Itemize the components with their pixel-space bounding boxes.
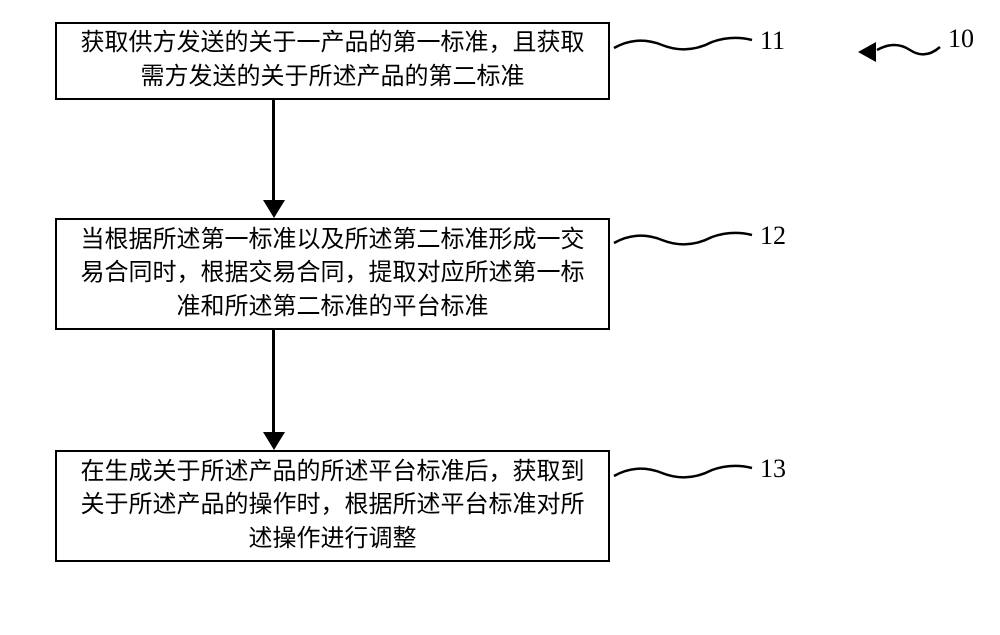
flowchart-step-1: 获取供方发送的关于一产品的第一标准，且获取需方发送的关于所述产品的第二标准: [55, 22, 610, 100]
step-3-label: 13: [760, 454, 786, 484]
main-label: 10: [948, 24, 974, 54]
step-2-text: 当根据所述第一标准以及所述第二标准形成一交易合同时，根据交易合同，提取对应所述第…: [69, 224, 596, 325]
flowchart-step-2: 当根据所述第一标准以及所述第二标准形成一交易合同时，根据交易合同，提取对应所述第…: [55, 218, 610, 330]
step-2-label: 12: [760, 221, 786, 251]
squiggle-connector-12: [612, 225, 757, 255]
step-3-text: 在生成关于所述产品的所述平台标准后，获取到关于所述产品的操作时，根据所述平台标准…: [69, 456, 596, 557]
squiggle-connector-10: [875, 35, 945, 65]
squiggle-connector-13: [612, 458, 757, 488]
squiggle-connector-11: [612, 30, 757, 60]
flowchart-step-3: 在生成关于所述产品的所述平台标准后，获取到关于所述产品的操作时，根据所述平台标准…: [55, 450, 610, 562]
step-1-text: 获取供方发送的关于一产品的第一标准，且获取需方发送的关于所述产品的第二标准: [69, 27, 596, 94]
step-1-label: 11: [760, 26, 785, 56]
